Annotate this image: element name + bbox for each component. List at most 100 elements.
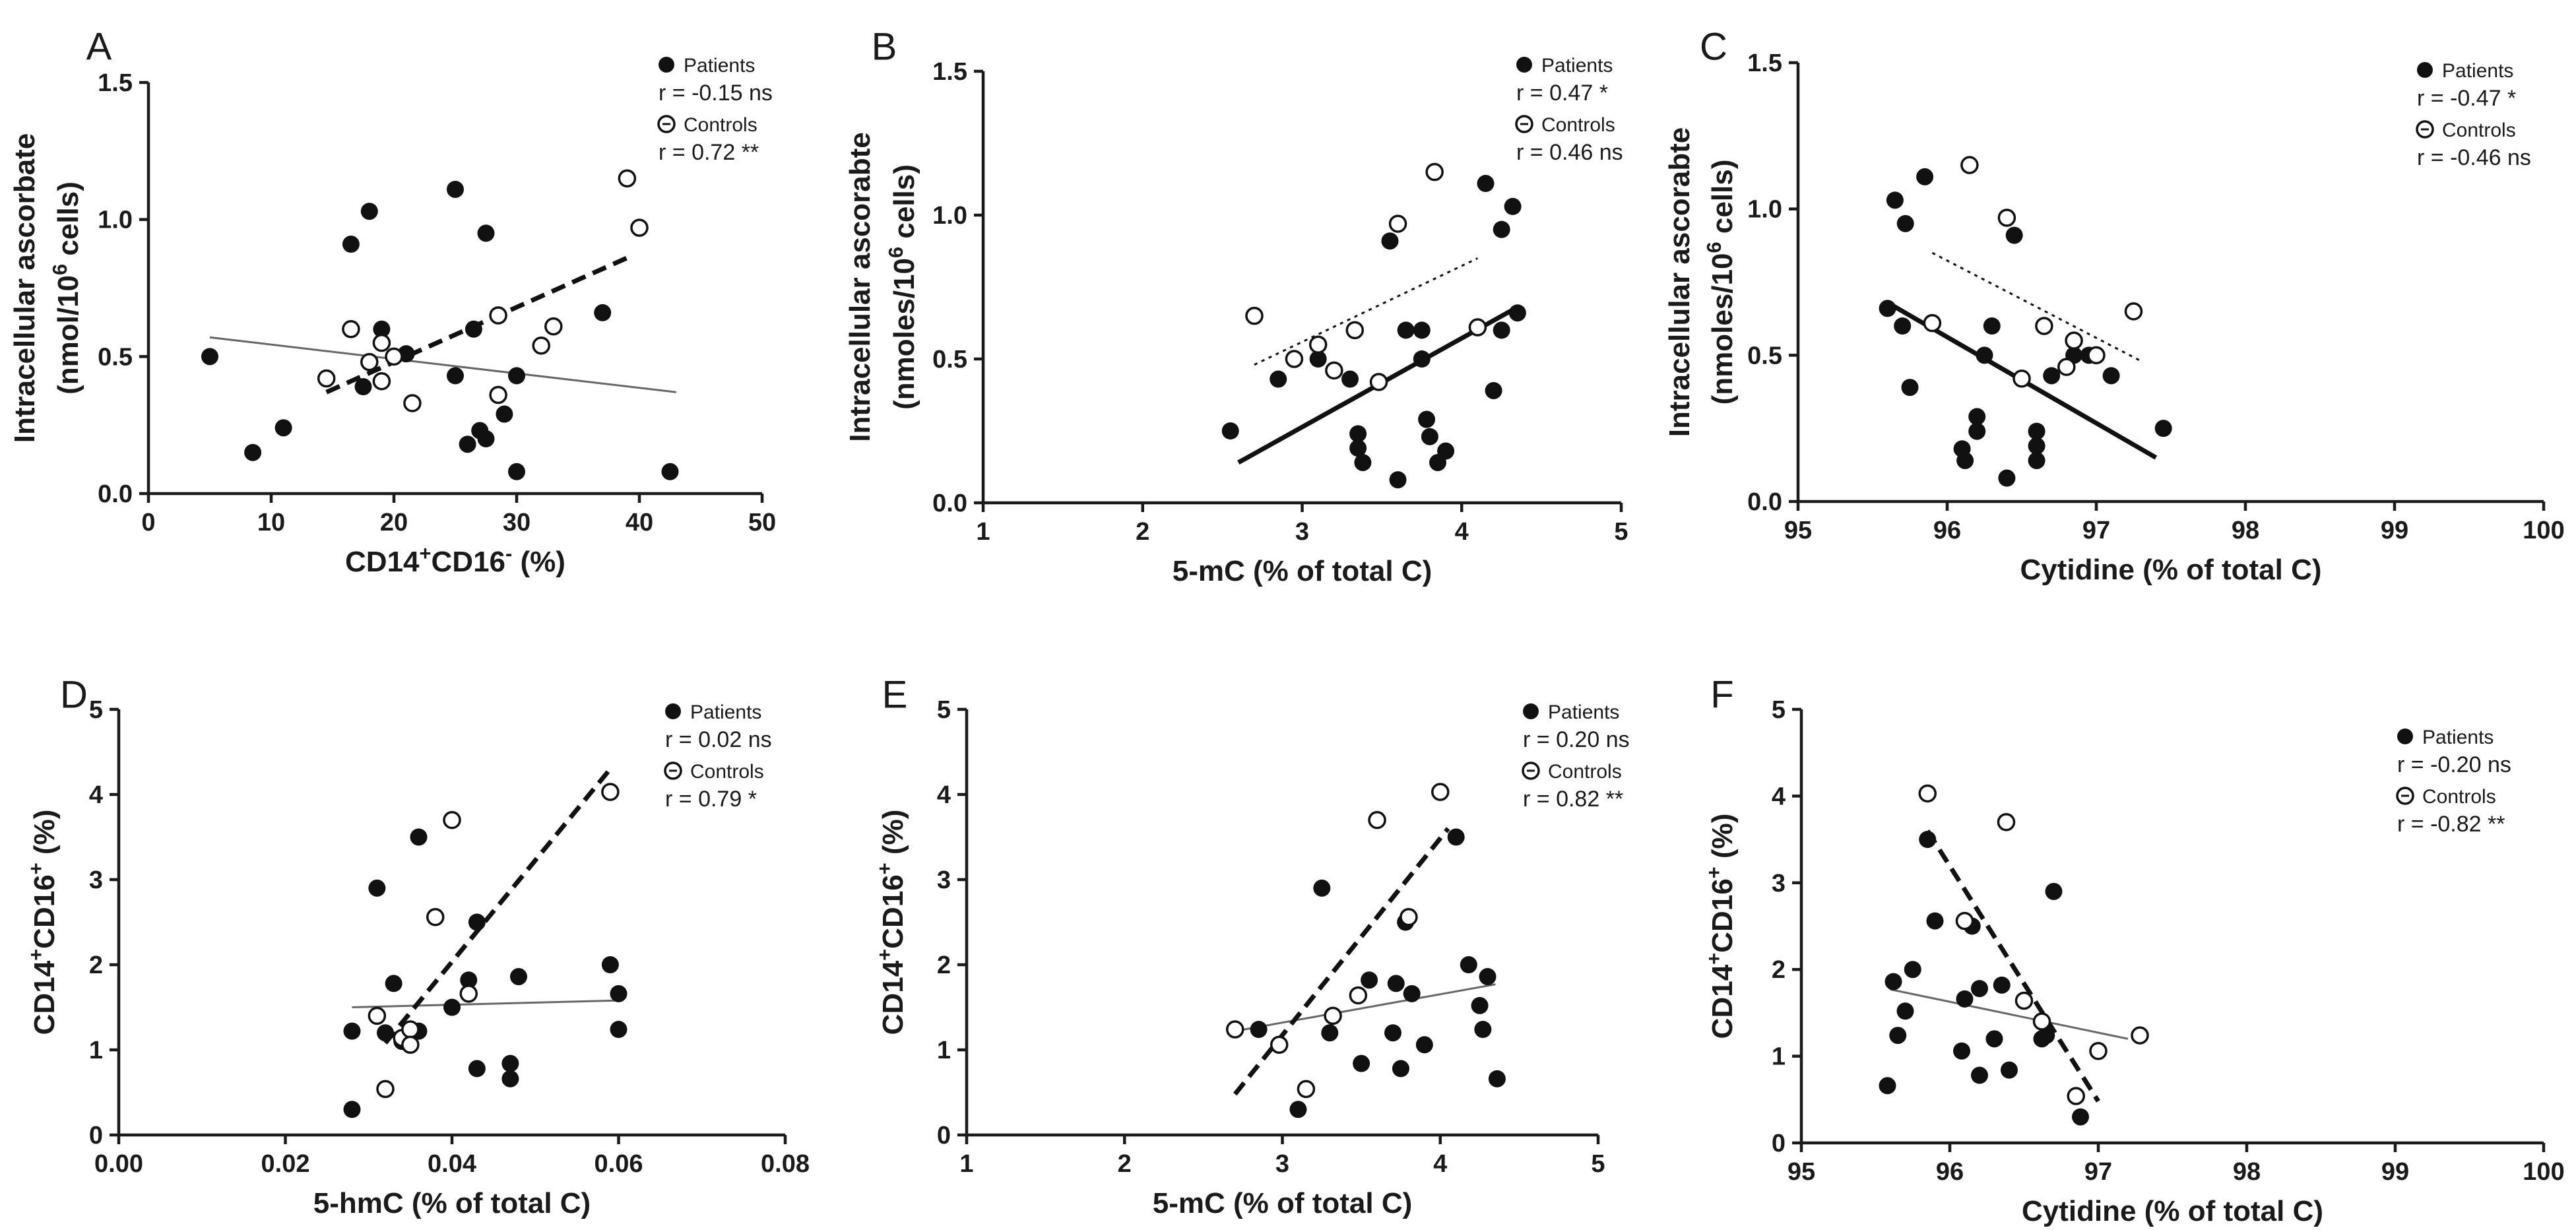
control-point bbox=[2089, 1041, 2108, 1060]
y-tick-label: 1 bbox=[937, 1037, 951, 1064]
x-tick-label: 0.00 bbox=[94, 1150, 143, 1178]
control-point bbox=[1425, 162, 1444, 181]
patient-point bbox=[1460, 956, 1477, 973]
patient-point bbox=[1919, 831, 1937, 849]
y-axis-label-units-part: (nmoles/10 bbox=[1706, 253, 1739, 405]
x-tick-label: 0.08 bbox=[761, 1150, 810, 1178]
x-tick-label: 30 bbox=[503, 509, 531, 536]
patient-point bbox=[1904, 961, 1921, 979]
patient-point bbox=[354, 378, 372, 396]
legend-patients-label: Patients bbox=[1541, 55, 1613, 77]
y-axis-label: Intracellular ascorbate bbox=[9, 133, 41, 443]
patient-point bbox=[1477, 175, 1495, 193]
control-point bbox=[1388, 214, 1407, 233]
y-tick-label: 0 bbox=[1772, 1130, 1786, 1157]
patient-point bbox=[1397, 321, 1415, 339]
x-axis-label: 5-mC (% of total C) bbox=[1153, 1187, 1413, 1219]
y-tick-label: 1.0 bbox=[1747, 196, 1782, 224]
patient-point bbox=[1250, 1021, 1268, 1039]
x-tick-label: 97 bbox=[2082, 517, 2110, 544]
patients-fit-line bbox=[1235, 983, 1496, 1033]
patient-point bbox=[1956, 451, 1974, 469]
patient-point bbox=[501, 1054, 519, 1072]
control-point bbox=[544, 317, 563, 336]
control-point bbox=[403, 394, 422, 412]
patient-point bbox=[1508, 304, 1526, 322]
y-tick-label: 0.5 bbox=[98, 343, 133, 371]
legend-patients-label: Patients bbox=[690, 701, 761, 723]
patients-correlation: r = -0.15 ns bbox=[659, 81, 773, 106]
patient-point bbox=[443, 998, 461, 1016]
y-axis-label-units-part: CD16 bbox=[877, 874, 909, 949]
controls-correlation: r = -0.82 ** bbox=[2397, 812, 2505, 837]
control-point bbox=[1325, 361, 1343, 380]
patient-point bbox=[1971, 980, 1988, 998]
patient-point bbox=[1493, 321, 1510, 339]
patient-point bbox=[1341, 370, 1359, 388]
x-tick-label: 100 bbox=[2523, 1158, 2564, 1186]
patient-point bbox=[1349, 425, 1367, 443]
patient-point bbox=[1313, 879, 1331, 897]
y-tick-label: 0.5 bbox=[1747, 342, 1782, 370]
x-tick-label: 2 bbox=[1136, 518, 1149, 546]
legend-controls-label: Controls bbox=[2442, 119, 2516, 141]
x-tick-label: 50 bbox=[748, 509, 776, 536]
patients-fit-line bbox=[209, 336, 676, 393]
control-point bbox=[1368, 810, 1386, 829]
x-tick-label: 4 bbox=[1433, 1150, 1447, 1178]
x-tick-label: 3 bbox=[1295, 518, 1309, 546]
x-axis-label-part: - bbox=[505, 542, 512, 565]
y-axis-label-units: (nmoles/106 cells) bbox=[884, 164, 921, 410]
control-point bbox=[2065, 331, 2083, 350]
control-point bbox=[1997, 209, 2016, 227]
control-point bbox=[532, 336, 550, 355]
controls-correlation: r = 0.82 ** bbox=[1523, 787, 1623, 812]
patients-fit-line bbox=[352, 999, 619, 1008]
patient-point bbox=[1421, 428, 1438, 445]
legend-patients-label: Patients bbox=[2422, 727, 2494, 748]
patient-point bbox=[1956, 990, 1974, 1008]
patient-point bbox=[2072, 1108, 2089, 1126]
control-point bbox=[2124, 302, 2143, 321]
control-point bbox=[2057, 358, 2076, 376]
control-point bbox=[1955, 911, 1974, 930]
control-point bbox=[1349, 986, 1368, 1005]
y-axis-label-units-part: CD16 bbox=[28, 874, 61, 949]
control-point bbox=[368, 1006, 387, 1025]
control-point bbox=[1918, 784, 1937, 803]
patient-point bbox=[1504, 197, 1522, 215]
patient-point bbox=[373, 320, 391, 338]
y-axis-label-units: CD14+CD16+ (%) bbox=[1702, 814, 1739, 1039]
y-tick-label: 0.5 bbox=[932, 346, 967, 373]
x-tick-label: 96 bbox=[1933, 517, 1961, 544]
y-axis-label-units-part: (nmol/10 bbox=[52, 275, 84, 395]
y-axis-label-units-part: cells) bbox=[888, 164, 920, 247]
patient-point bbox=[1889, 1027, 1907, 1045]
panel-f: F 95 96 97 98 99 100 0 1 2 3 4 5 Cytidine (% of total… bbox=[1702, 673, 2565, 1227]
x-tick-label: 5 bbox=[1591, 1150, 1605, 1178]
patient-point bbox=[496, 405, 513, 423]
x-axis-label-part: + bbox=[420, 542, 432, 565]
patient-point bbox=[601, 956, 619, 973]
patient-point bbox=[1896, 214, 1914, 232]
control-point bbox=[2035, 317, 2053, 335]
x-axis-label: Cytidine (% of total C) bbox=[2022, 1195, 2323, 1227]
control-point bbox=[601, 783, 620, 801]
panel-letter: A bbox=[86, 25, 112, 68]
x-axis-label-part: 5-mC (% of total C) bbox=[1173, 555, 1433, 587]
patient-point bbox=[1884, 973, 1902, 990]
patients-correlation: r = 0.20 ns bbox=[1523, 727, 1630, 752]
patient-point bbox=[477, 430, 495, 447]
patient-point bbox=[1437, 442, 1455, 460]
patient-point bbox=[1493, 220, 1510, 238]
control-point bbox=[2067, 1087, 2085, 1105]
controls-fit-line bbox=[1233, 827, 1450, 1096]
patient-point bbox=[459, 436, 476, 453]
control-point bbox=[630, 218, 649, 237]
y-axis-label-units-part: + bbox=[1702, 866, 1725, 878]
control-point bbox=[372, 333, 391, 352]
patients-correlation: r = -0.47 * bbox=[2417, 86, 2516, 111]
patient-point bbox=[1926, 912, 1944, 930]
x-tick-label: 95 bbox=[1784, 517, 1812, 544]
